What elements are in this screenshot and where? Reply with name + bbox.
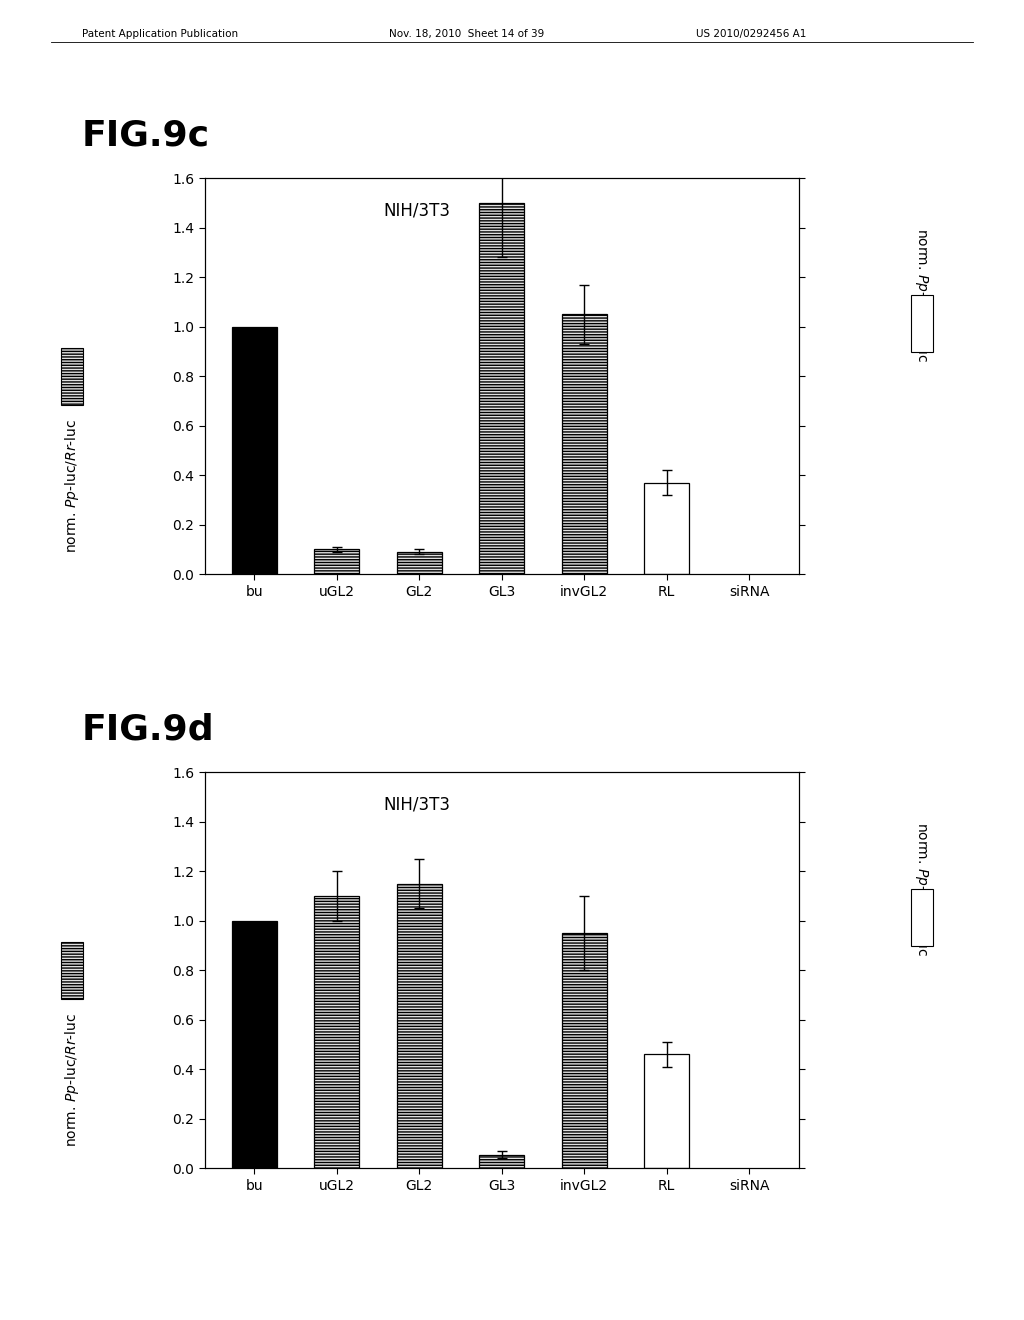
Text: Nov. 18, 2010  Sheet 14 of 39: Nov. 18, 2010 Sheet 14 of 39 xyxy=(389,29,545,40)
Text: NIH/3T3: NIH/3T3 xyxy=(383,796,450,814)
Bar xyxy=(479,1155,524,1168)
Bar xyxy=(644,483,689,574)
Text: NIH/3T3: NIH/3T3 xyxy=(383,202,450,220)
Text: norm. $\it{Pp}$-luc/$\it{Rr}$-luc: norm. $\it{Pp}$-luc/$\it{Rr}$-luc xyxy=(912,822,931,956)
Bar xyxy=(561,314,607,574)
Text: norm. $\it{Pp}$-luc/$\it{Rr}$-luc: norm. $\it{Pp}$-luc/$\it{Rr}$-luc xyxy=(62,1012,81,1147)
Bar xyxy=(314,549,359,574)
Text: norm. $\it{Pp}$-luc/$\it{Rr}$-luc: norm. $\it{Pp}$-luc/$\it{Rr}$-luc xyxy=(62,418,81,553)
Bar xyxy=(231,327,276,574)
Bar xyxy=(231,921,276,1168)
Text: FIG.9c: FIG.9c xyxy=(82,119,210,153)
Bar xyxy=(396,883,442,1168)
Bar xyxy=(644,1055,689,1168)
Text: norm. $\it{Pp}$-luc/$\it{Rr}$-luc: norm. $\it{Pp}$-luc/$\it{Rr}$-luc xyxy=(912,228,931,362)
Bar xyxy=(479,203,524,574)
Text: FIG.9d: FIG.9d xyxy=(82,713,215,747)
Bar xyxy=(561,933,607,1168)
Text: US 2010/0292456 A1: US 2010/0292456 A1 xyxy=(696,29,807,40)
Bar xyxy=(314,896,359,1168)
Text: Patent Application Publication: Patent Application Publication xyxy=(82,29,238,40)
Bar xyxy=(396,552,442,574)
